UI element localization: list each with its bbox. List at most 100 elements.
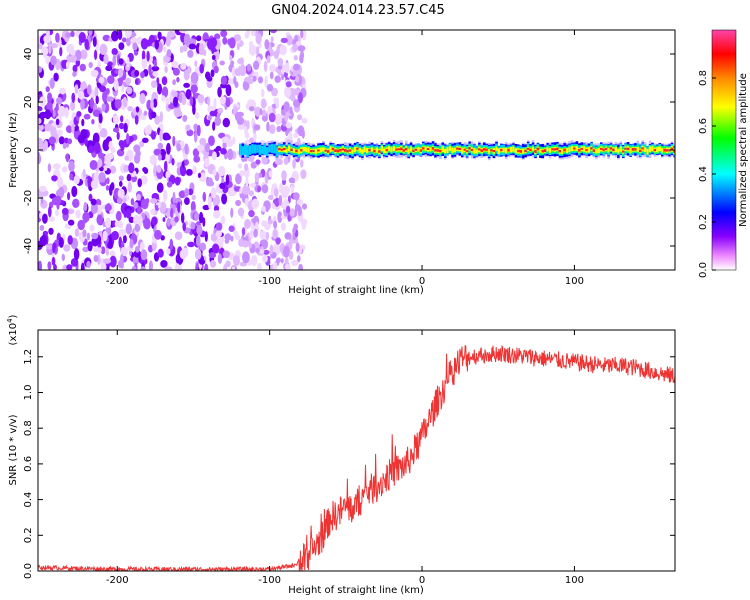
heatmap-noise-cell [295, 242, 300, 253]
heatmap-noise-cell [148, 64, 152, 76]
heatmap-noise-cell [250, 182, 256, 188]
heatmap-noise-cell [144, 126, 152, 135]
heatmap-noise-cell [134, 70, 140, 77]
heatmap-noise-cell [61, 207, 69, 215]
heatmap-noise-cell [229, 55, 233, 61]
heatmap-noise-cell [48, 206, 52, 218]
heatmap-noise-cell [183, 44, 188, 52]
heatmap-signal-cell [609, 147, 613, 150]
heatmap-noise-cell [261, 220, 268, 227]
heatmap-noise-cell [208, 197, 212, 210]
heatmap-noise-cell [120, 140, 125, 152]
heatmap-noise-cell [261, 115, 268, 122]
heatmap-signal-cell [339, 149, 342, 152]
heatmap-noise-cell [185, 169, 193, 176]
heatmap-noise-cell [189, 95, 194, 106]
heatmap-noise-cell [249, 229, 254, 239]
heatmap-noise-cell [51, 175, 58, 182]
heatmap-noise-cell [132, 42, 138, 51]
heatmap-noise-cell [124, 155, 129, 161]
heatmap-noise-cell [122, 234, 127, 244]
heatmap-noise-cell [69, 173, 74, 181]
heatmap-noise-cell [241, 227, 246, 236]
heatmap-noise-cell [234, 230, 239, 240]
heatmap-noise-cell [295, 75, 300, 83]
heatmap-signal-cell [287, 145, 291, 152]
heatmap-signal-cell [646, 148, 649, 155]
heatmap-noise-cell [116, 210, 122, 222]
heatmap-signal-cell [500, 148, 503, 152]
heatmap-noise-cell [142, 137, 149, 143]
heatmap-signal-cell [487, 149, 491, 154]
heatmap-noise-cell [42, 213, 48, 224]
heatmap-noise-cell [280, 37, 288, 44]
heatmap-noise-cell [109, 165, 117, 174]
heatmap-noise-cell [97, 158, 103, 168]
heatmap-noise-cell [254, 106, 262, 117]
heatmap-noise-cell [113, 79, 119, 92]
heatmap-noise-cell [152, 71, 158, 77]
heatmap-noise-cell [97, 247, 102, 254]
heatmap-noise-cell [285, 81, 292, 88]
heatmap-signal-cell [419, 149, 423, 152]
heatmap-noise-cell [168, 103, 176, 110]
heatmap-noise-cell [156, 182, 164, 193]
heatmap-noise-cell [104, 203, 112, 212]
heatmap-noise-cell [290, 185, 295, 195]
heatmap-noise-cell [222, 117, 230, 128]
heatmap-noise-cell [177, 201, 181, 213]
heatmap-noise-cell [127, 181, 132, 193]
heatmap-signal-cell [407, 148, 410, 154]
heatmap-noise-cell [102, 34, 111, 42]
heatmap-signal-cell [612, 148, 615, 152]
snr-y-tick-label: 0.6 [23, 456, 34, 472]
heatmap-noise-cell [196, 235, 201, 247]
heatmap-noise-cell [140, 71, 145, 79]
heatmap-noise-cell [289, 106, 293, 115]
heatmap-noise-cell [82, 229, 87, 238]
colorbar-tick-label: 0.6 [698, 118, 709, 134]
heatmap-noise-cell [172, 67, 180, 76]
heatmap-noise-cell [91, 232, 99, 240]
heatmap-noise-cell [293, 223, 299, 231]
heatmap-noise-cell [81, 118, 85, 127]
heatmap-noise-cell [47, 92, 53, 102]
heatmap-noise-cell [202, 191, 207, 202]
heatmap-noise-cell [242, 184, 251, 195]
heatmap-noise-cell [38, 124, 44, 131]
heatmap-signal-cell [290, 148, 293, 152]
heatmap-noise-cell [207, 115, 212, 121]
colorbar-label: Normalized spectral amplitude [738, 73, 749, 227]
heatmap-noise-cell [187, 49, 194, 58]
heatmap-noise-cell [219, 60, 225, 66]
heatmap-noise-cell [134, 78, 139, 85]
heatmap-noise-cell [126, 36, 131, 47]
heatmap-signal-cell [458, 147, 462, 150]
heatmap-noise-cell [99, 85, 107, 93]
heatmap-noise-cell [105, 88, 110, 95]
heatmap-noise-cell [126, 56, 130, 68]
heatmap-noise-cell [76, 111, 82, 117]
heatmap-x-tick-label: 0 [419, 276, 425, 287]
snr-line-chart: -200 -100 0 100 0.0 0.2 0.4 0.6 0.8 1.0 1.2 Height… [6, 314, 676, 596]
heatmap-noise-cell [202, 217, 206, 227]
heatmap-noise-cell [183, 69, 190, 81]
heatmap-noise-cell [155, 204, 159, 211]
heatmap-noise-cell [88, 193, 93, 202]
heatmap-noise-cell [213, 98, 217, 110]
heatmap-signal-cell [600, 147, 603, 150]
heatmap-y-axis-label: Frequency (Hz) [8, 112, 19, 188]
heatmap-noise-cell [132, 255, 140, 265]
heatmap-noise-cell [88, 30, 93, 36]
heatmap-noise-cell [118, 175, 124, 181]
heatmap-noise-cell [65, 153, 70, 163]
heatmap-noise-cell [72, 71, 77, 77]
heatmap-noise-cell [260, 88, 265, 98]
heatmap-noise-cell [143, 110, 148, 116]
heatmap-noise-cell [156, 164, 162, 173]
heatmap-signal-cell [456, 147, 459, 150]
heatmap-noise-cell [292, 43, 298, 52]
heatmap-noise-cell [125, 133, 130, 145]
heatmap-signal-cell [368, 148, 371, 152]
heatmap-noise-cell [75, 209, 81, 219]
